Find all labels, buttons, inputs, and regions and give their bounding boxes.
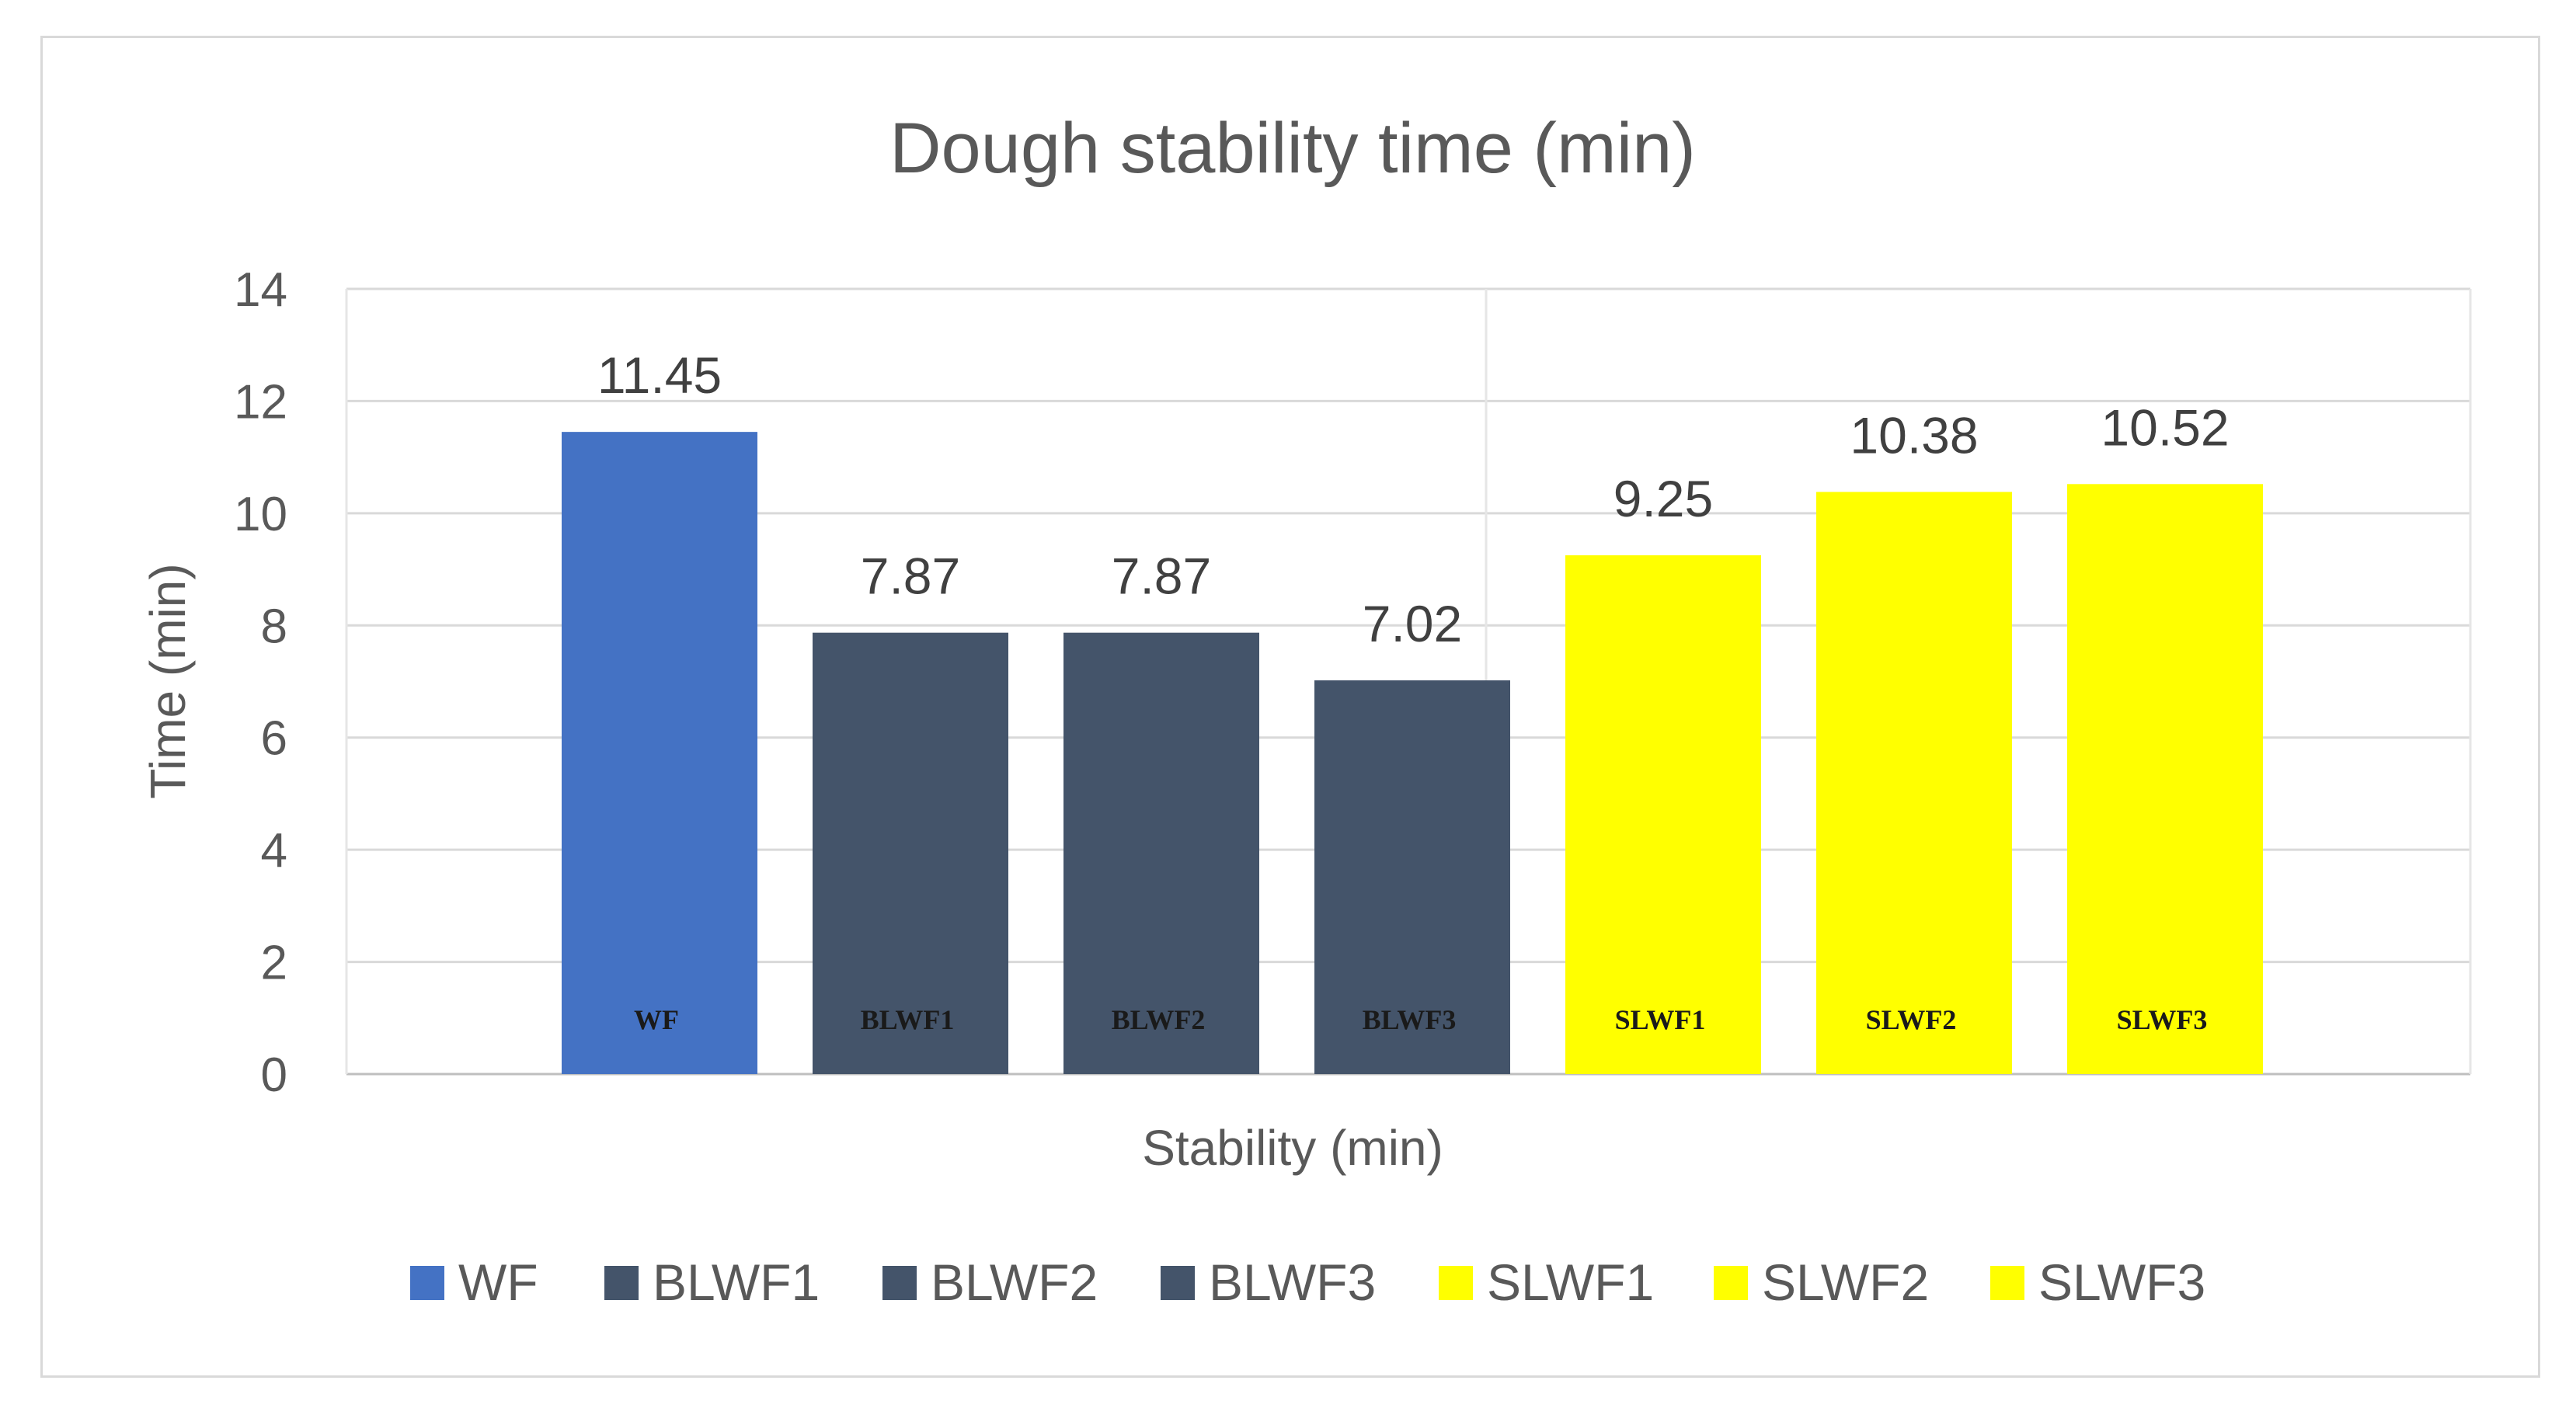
y-tick-label: 14: [234, 263, 287, 317]
data-label: 10.52: [2101, 398, 2229, 456]
bar-slwf3: [2067, 484, 2263, 1074]
legend-item: SLWF1: [1439, 1253, 1654, 1311]
legend-label: SLWF1: [1487, 1253, 1654, 1311]
legend-swatch: [1714, 1266, 1748, 1300]
legend-swatch: [1439, 1266, 1473, 1300]
bar-inner-label: BLWF3: [1363, 1004, 1457, 1035]
legend-swatch: [1990, 1266, 2024, 1300]
legend-swatch: [410, 1266, 444, 1300]
y-tick-label: 6: [261, 712, 287, 766]
data-label: 9.25: [1613, 470, 1713, 527]
legend-label: SLWF3: [2038, 1253, 2205, 1311]
bar-inner-label: SLWF2: [1866, 1004, 1957, 1035]
data-label: 7.87: [1112, 548, 1211, 605]
bar-slwf2: [1816, 492, 2012, 1074]
legend-item: BLWF2: [882, 1253, 1098, 1311]
legend-item: BLWF1: [604, 1253, 820, 1311]
bar-inner-label: WF: [634, 1004, 679, 1035]
y-tick-label: 2: [261, 937, 287, 990]
data-labels: 11.45 WF 7.87 BLWF1 7.87 BLWF2 7.02 BLWF3 9.25 SL…: [597, 346, 2230, 1035]
y-tick-label: 8: [261, 600, 287, 653]
y-tick-label: 4: [261, 824, 287, 878]
bar-inner-label: BLWF2: [1112, 1004, 1206, 1035]
bar-blwf2: [1063, 632, 1259, 1074]
legend-swatch: [604, 1266, 639, 1300]
legend-item: SLWF2: [1714, 1253, 1929, 1311]
bar-inner-label: BLWF1: [861, 1004, 955, 1035]
legend-label: BLWF2: [931, 1253, 1098, 1311]
y-tick-label: 12: [234, 375, 287, 429]
bar-blwf1: [813, 632, 1008, 1074]
bars: [562, 432, 2263, 1074]
legend-swatch: [1161, 1266, 1195, 1300]
legend-label: WF: [458, 1253, 538, 1311]
legend-item: BLWF3: [1161, 1253, 1376, 1311]
y-axis-ticks: 0 2 4 6 8 10 12 14: [234, 263, 287, 1102]
legend-item: SLWF3: [1990, 1253, 2205, 1311]
bar-slwf1: [1565, 555, 1761, 1074]
legend-swatch: [882, 1266, 917, 1300]
legend-label: BLWF1: [653, 1253, 820, 1311]
y-axis-title: Time (min): [140, 563, 196, 798]
bar-wf: [562, 432, 757, 1074]
y-tick-label: 0: [261, 1048, 287, 1102]
data-label: 7.87: [861, 548, 960, 605]
x-axis-title: Stability (min): [1142, 1120, 1443, 1176]
legend-item: WF: [410, 1253, 538, 1311]
y-tick-label: 10: [234, 488, 287, 541]
data-label: 11.45: [597, 346, 722, 404]
bar-inner-label: SLWF3: [2117, 1004, 2208, 1035]
bar-inner-label: SLWF1: [1615, 1004, 1706, 1035]
bar-blwf3: [1314, 680, 1510, 1074]
legend-label: SLWF2: [1762, 1253, 1929, 1311]
chart-title: Dough stability time (min): [889, 109, 1696, 188]
legend: WF BLWF1 BLWF2 BLWF3 SLWF1 SLWF2 SLWF3: [410, 1253, 2205, 1311]
legend-label: BLWF3: [1209, 1253, 1376, 1311]
data-label: 7.02: [1363, 595, 1462, 652]
data-label: 10.38: [1850, 406, 1978, 464]
